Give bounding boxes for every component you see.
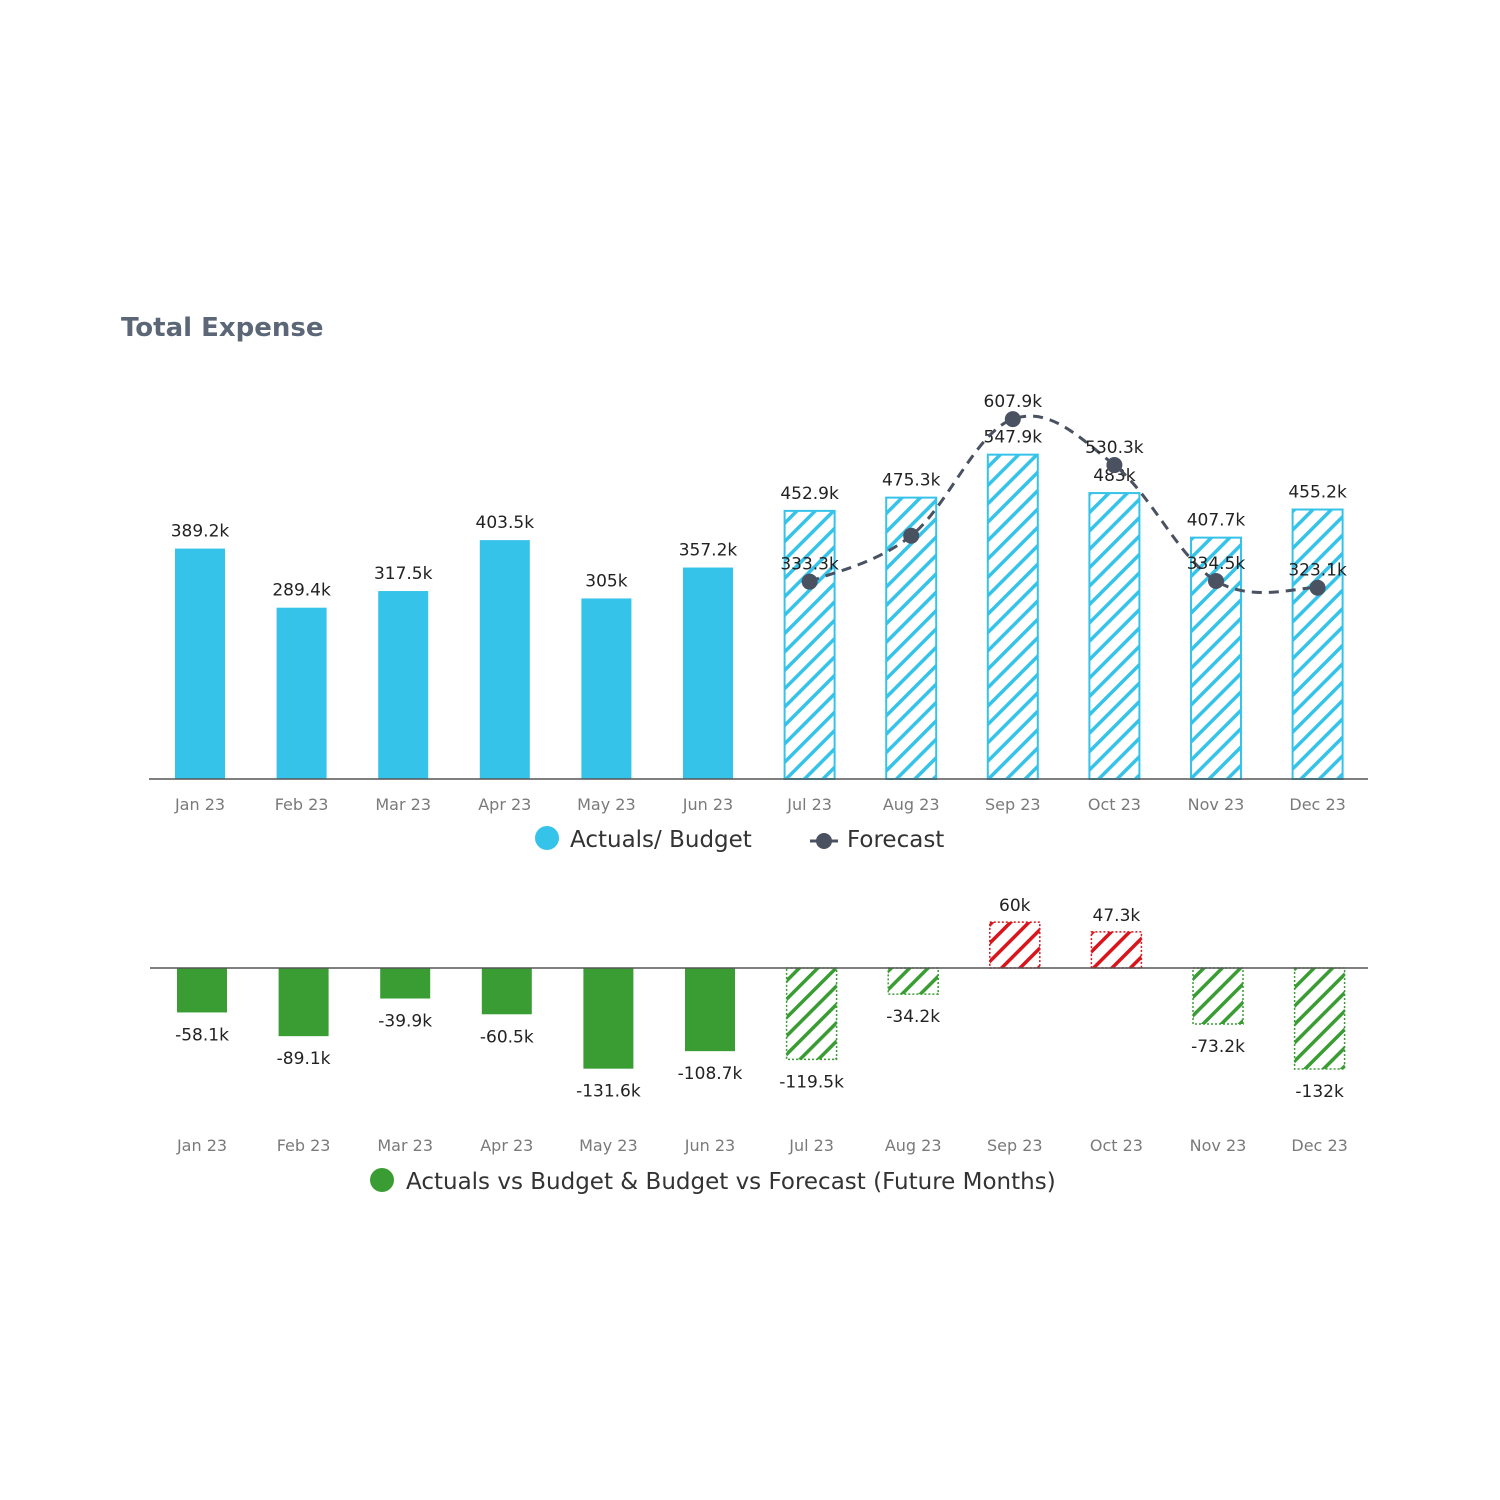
legend-actuals-label: Actuals/ Budget xyxy=(570,827,752,853)
variance-x-tick-label: May 23 xyxy=(579,1136,638,1155)
bar-mar-23 xyxy=(378,591,429,779)
variance-bar-nov-23 xyxy=(1192,967,1244,1025)
legend-variance-marker xyxy=(370,1168,394,1192)
forecast-point xyxy=(1309,579,1326,596)
bar-jul-23 xyxy=(783,509,836,780)
variance-x-tick-label: Dec 23 xyxy=(1291,1136,1347,1155)
bar-apr-23 xyxy=(479,540,530,779)
variance-value-label: -119.5k xyxy=(779,1072,844,1092)
x-tick-label: Jul 23 xyxy=(786,795,832,814)
variance-x-tick-label: Jan 23 xyxy=(176,1136,227,1155)
legend-actuals-marker xyxy=(535,826,559,850)
variance-x-tick-label: Aug 23 xyxy=(885,1136,942,1155)
variance-value-label: -58.1k xyxy=(175,1025,229,1045)
x-tick-label: Sep 23 xyxy=(985,795,1041,814)
variance-bar-chart: -58.1k Jan 23 -89.1k Feb 23 -39.9k Mar 23 -60.… xyxy=(150,896,1368,1155)
variance-value-label: -108.7k xyxy=(678,1064,743,1084)
variance-value-label: -89.1k xyxy=(277,1049,331,1069)
forecast-point xyxy=(903,527,920,544)
variance-value-label: 47.3k xyxy=(1093,906,1141,926)
variance-value-label: -60.5k xyxy=(480,1027,534,1047)
variance-bar-may-23 xyxy=(583,968,634,1069)
total-expense-bar-chart: 389.2k Jan 23 289.4k Feb 23 317.5k Mar 23 403.… xyxy=(149,392,1368,814)
x-tick-label: Feb 23 xyxy=(275,795,329,814)
legend-variance-label: Actuals vs Budget & Budget vs Forecast (… xyxy=(406,1169,1056,1195)
bar-value-label: 455.2k xyxy=(1288,483,1347,503)
x-tick-label: Oct 23 xyxy=(1088,795,1141,814)
variance-value-label: 60k xyxy=(999,896,1031,916)
bar-value-label: 403.5k xyxy=(476,513,535,533)
forecast-value-label: 323.1k xyxy=(1288,561,1347,581)
bar-value-label: 289.4k xyxy=(272,581,331,601)
forecast-value-label: 607.9k xyxy=(984,392,1043,412)
bar-jan-23 xyxy=(175,548,225,779)
x-tick-label: Apr 23 xyxy=(478,795,531,814)
variance-x-tick-label: Feb 23 xyxy=(277,1136,331,1155)
variance-x-tick-label: Jul 23 xyxy=(788,1136,834,1155)
variance-bar-sep-23 xyxy=(989,921,1041,969)
variance-bar-dec-23 xyxy=(1293,967,1346,1070)
bar-value-label: 357.2k xyxy=(679,541,738,561)
forecast-value-label: 334.5k xyxy=(1187,554,1246,574)
forecast-value-label: 333.3k xyxy=(780,555,839,575)
x-tick-label: May 23 xyxy=(577,795,636,814)
variance-bar-feb-23 xyxy=(278,968,329,1037)
variance-bar-oct-23 xyxy=(1090,931,1143,969)
bar-value-label: 483k xyxy=(1093,466,1135,486)
variance-bar-jun-23 xyxy=(685,968,735,1052)
forecast-point xyxy=(1106,457,1123,474)
bar-aug-23 xyxy=(885,496,938,780)
bar-value-label: 547.9k xyxy=(984,428,1043,448)
variance-bar-jul-23 xyxy=(785,967,838,1061)
variance-bar-aug-23 xyxy=(887,967,939,995)
variance-value-label: -73.2k xyxy=(1191,1037,1245,1057)
variance-value-label: -34.2k xyxy=(886,1007,940,1027)
legend-forecast-label: Forecast xyxy=(847,827,944,853)
variance-x-tick-label: Jun 23 xyxy=(684,1136,735,1155)
bar-sep-23 xyxy=(986,453,1039,780)
forecast-point xyxy=(1208,572,1224,589)
variance-value-label: -131.6k xyxy=(576,1082,641,1102)
variance-x-tick-label: Sep 23 xyxy=(987,1136,1043,1155)
bar-value-label: 305k xyxy=(585,571,627,591)
variance-value-label: -132k xyxy=(1295,1082,1344,1102)
bar-oct-23 xyxy=(1088,492,1141,780)
x-tick-label: Aug 23 xyxy=(883,795,940,814)
variance-x-tick-label: Mar 23 xyxy=(377,1136,433,1155)
x-tick-label: Dec 23 xyxy=(1289,795,1345,814)
variance-bar-mar-23 xyxy=(380,968,431,999)
variance-x-tick-label: Apr 23 xyxy=(480,1136,533,1155)
forecast-point xyxy=(1004,411,1021,428)
variance-chart-legend: Actuals vs Budget & Budget vs Forecast (… xyxy=(370,1168,1056,1195)
x-tick-label: Mar 23 xyxy=(375,795,431,814)
variance-bar-jan-23 xyxy=(177,968,227,1013)
bar-jun-23 xyxy=(683,567,733,779)
top-chart-legend: Actuals/ Budget Forecast xyxy=(535,826,944,853)
variance-x-tick-label: Oct 23 xyxy=(1090,1136,1143,1155)
forecast-point xyxy=(801,573,818,590)
legend-forecast-marker xyxy=(816,833,832,849)
forecast-value-label: 530.3k xyxy=(1085,438,1144,458)
x-tick-label: Jun 23 xyxy=(682,795,733,814)
variance-bar-apr-23 xyxy=(481,968,532,1015)
x-tick-label: Jan 23 xyxy=(174,795,225,814)
bar-feb-23 xyxy=(276,607,327,779)
chart-title: Total Expense xyxy=(121,313,324,343)
bar-dec-23 xyxy=(1291,508,1344,780)
x-tick-label: Nov 23 xyxy=(1188,795,1245,814)
variance-value-label: -39.9k xyxy=(378,1012,432,1032)
bar-value-label: 389.2k xyxy=(171,522,230,542)
bar-value-label: 317.5k xyxy=(374,564,433,584)
bar-may-23 xyxy=(581,598,632,779)
bar-value-label: 452.9k xyxy=(780,484,839,504)
bar-value-label: 407.7k xyxy=(1187,511,1246,531)
variance-x-tick-label: Nov 23 xyxy=(1190,1136,1247,1155)
bar-value-label: 475.3k xyxy=(882,471,941,491)
